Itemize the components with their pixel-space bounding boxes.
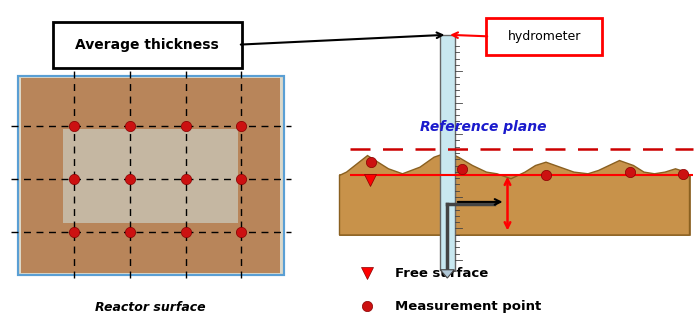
Bar <box>340 175 690 235</box>
Point <box>124 176 135 181</box>
FancyBboxPatch shape <box>486 18 602 55</box>
Text: Average thickness: Average thickness <box>75 38 219 52</box>
Point <box>365 160 377 165</box>
Text: Free surface: Free surface <box>395 266 489 280</box>
Text: Reactor surface: Reactor surface <box>95 301 206 314</box>
FancyBboxPatch shape <box>52 22 241 68</box>
Bar <box>21 78 63 273</box>
Text: Reference plane: Reference plane <box>420 120 546 134</box>
Point <box>124 123 135 128</box>
Point <box>624 169 636 175</box>
Text: Measurement point: Measurement point <box>395 300 542 313</box>
Polygon shape <box>440 270 454 278</box>
Text: hydrometer: hydrometer <box>508 30 581 43</box>
Point <box>362 304 373 309</box>
Point <box>68 229 79 234</box>
Polygon shape <box>340 152 690 235</box>
FancyBboxPatch shape <box>46 113 241 232</box>
Bar <box>18 76 284 275</box>
Point <box>677 171 688 176</box>
Bar <box>21 223 280 273</box>
Bar <box>238 78 280 273</box>
Point <box>68 176 79 181</box>
Bar <box>21 78 280 129</box>
Bar <box>440 35 455 270</box>
Point <box>180 229 191 234</box>
Point <box>456 166 468 171</box>
Point <box>68 123 79 128</box>
Point <box>180 123 191 128</box>
Point <box>236 123 247 128</box>
Bar <box>18 76 284 275</box>
Point <box>180 176 191 181</box>
Point <box>236 176 247 181</box>
Point <box>236 229 247 234</box>
Point <box>124 229 135 234</box>
Bar <box>21 78 280 273</box>
Point <box>540 173 552 178</box>
